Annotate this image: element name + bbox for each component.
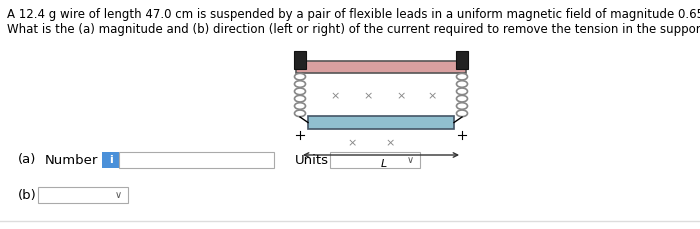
Text: ∨: ∨: [114, 190, 122, 200]
Bar: [294, 51, 306, 69]
Text: ×: ×: [427, 91, 437, 101]
Text: (b): (b): [18, 188, 36, 202]
Text: ×: ×: [385, 138, 395, 148]
Text: ×: ×: [330, 91, 340, 101]
Text: Units: Units: [295, 153, 329, 166]
Text: (a): (a): [18, 153, 36, 166]
Text: ×: ×: [347, 138, 357, 148]
Text: ×: ×: [363, 91, 372, 101]
Bar: [330, 152, 420, 168]
Bar: [102, 152, 119, 168]
Text: ∨: ∨: [407, 155, 414, 165]
Bar: [456, 51, 468, 69]
Bar: [296, 61, 466, 73]
Text: L: L: [381, 159, 387, 169]
Bar: [308, 116, 454, 129]
Text: ×: ×: [396, 91, 406, 101]
Bar: [119, 152, 274, 168]
Text: i: i: [108, 155, 113, 165]
Text: A 12.4 g wire of length 47.0 cm is suspended by a pair of flexible leads in a un: A 12.4 g wire of length 47.0 cm is suspe…: [7, 8, 700, 21]
Text: Number: Number: [45, 153, 99, 166]
Text: What is the (a) magnitude and (b) direction (left or right) of the current requi: What is the (a) magnitude and (b) direct…: [7, 23, 700, 36]
Bar: [38, 187, 128, 203]
